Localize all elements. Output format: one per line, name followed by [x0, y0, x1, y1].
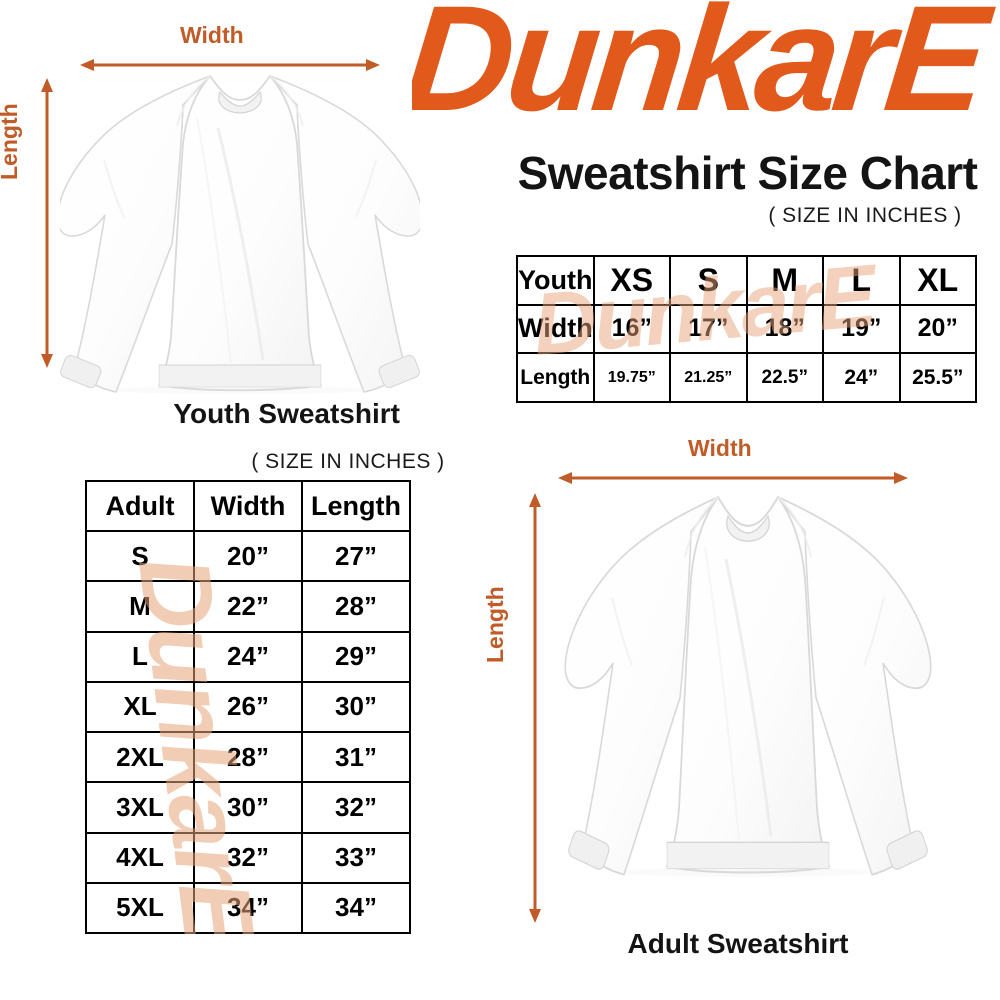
svg-text:DunkarE: DunkarE	[412, 0, 1000, 142]
